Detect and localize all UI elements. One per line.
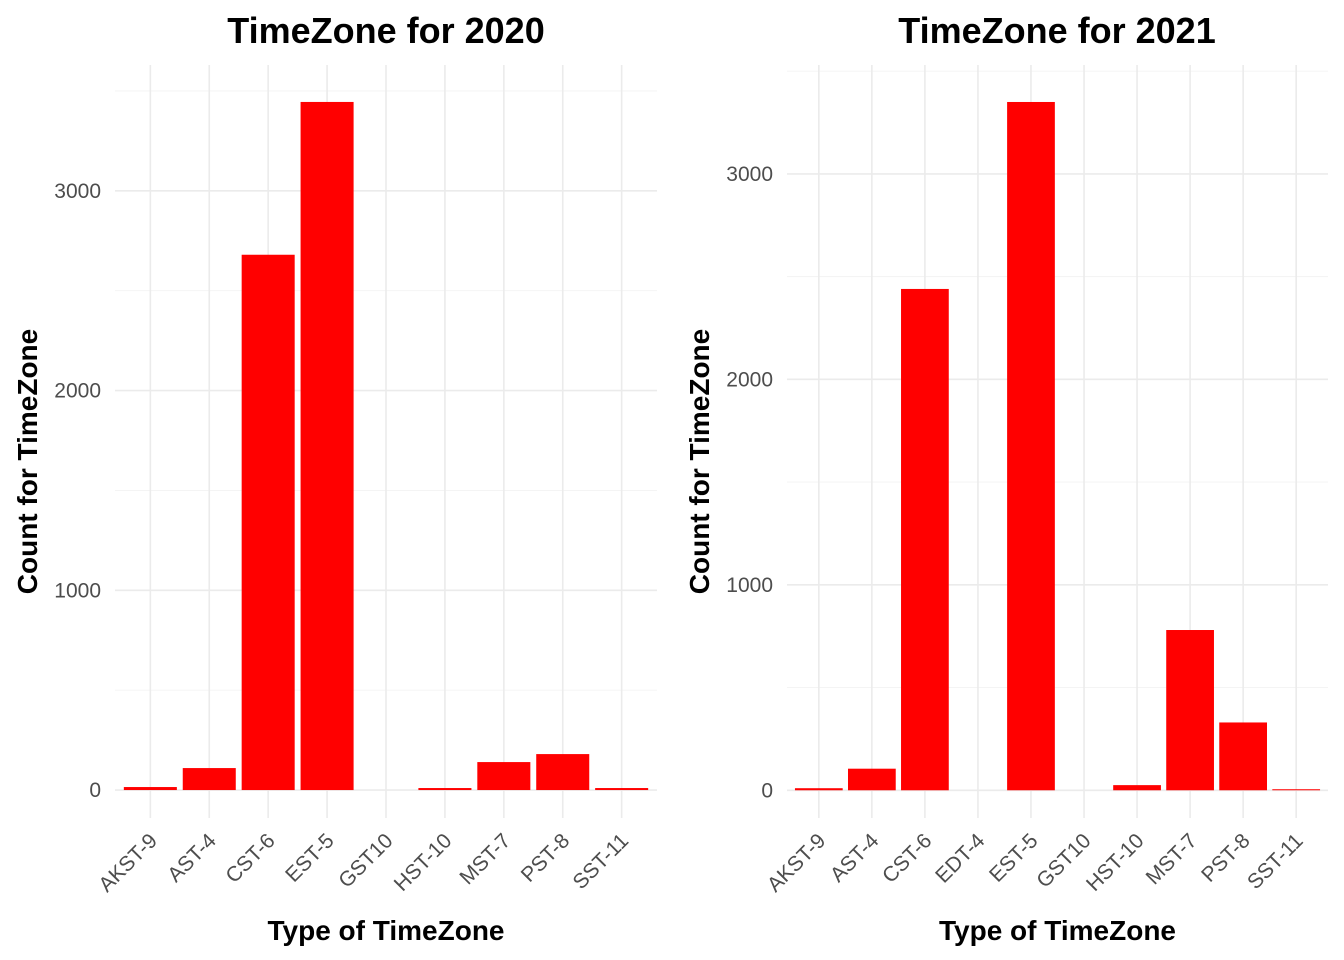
chart-title: TimeZone for 2021	[898, 10, 1215, 51]
y-tick-label: 1000	[726, 574, 773, 597]
bar-est-5	[1007, 101, 1055, 791]
x-tick-label: HST-10	[1082, 829, 1149, 896]
bar-hst-10	[418, 788, 472, 791]
chart-panel-2: 0100020003000AKST-9AST-4CST-6EDT-4EST-5G…	[684, 10, 1328, 946]
bar-akst-9	[123, 787, 177, 791]
x-tick-label: EDT-4	[931, 829, 990, 888]
bar-mst-7	[477, 762, 531, 791]
y-tick-label: 0	[89, 779, 101, 802]
x-axis-title: Type of TimeZone	[939, 915, 1176, 946]
chart-title: TimeZone for 2020	[227, 10, 544, 51]
y-tick-label: 3000	[726, 163, 773, 186]
bar-mst-7	[1166, 630, 1214, 791]
x-tick-label: AST-4	[163, 829, 221, 887]
y-axis-title: Count for TimeZone	[684, 329, 715, 594]
bar-pst-8	[1219, 722, 1268, 791]
bar-sst-11	[595, 788, 649, 791]
y-tick-label: 0	[761, 779, 773, 802]
bar-akst-9	[794, 788, 843, 791]
x-tick-label: AKST-9	[763, 829, 830, 896]
bar-cst-6	[241, 254, 295, 791]
bar-cst-6	[901, 288, 949, 791]
x-tick-label: CST-6	[221, 829, 279, 887]
bar-ast-4	[182, 768, 236, 791]
x-tick-label: HST-10	[390, 829, 457, 896]
x-tick-label: MST-7	[1142, 829, 1202, 889]
x-tick-label: AKST-9	[94, 829, 161, 896]
x-tick-label: AST-4	[826, 829, 884, 887]
bar-est-5	[300, 101, 354, 791]
x-tick-label: SST-11	[568, 829, 633, 894]
bar-hst-10	[1113, 785, 1161, 791]
x-axis-title: Type of TimeZone	[268, 915, 505, 946]
bar-ast-4	[847, 768, 896, 791]
bar-sst-11	[1272, 789, 1321, 791]
y-tick-label: 1000	[54, 579, 101, 602]
y-axis-title: Count for TimeZone	[12, 329, 43, 594]
x-tick-label: GST10	[334, 829, 397, 892]
x-tick-label: MST-7	[455, 829, 515, 889]
bar-pst-8	[536, 754, 590, 791]
x-tick-label: PST-8	[517, 829, 575, 887]
y-tick-label: 3000	[54, 180, 101, 203]
chart-panel-1: 0 1000 2000 3000 AKST-9 AST-4 CST-6 EST-5GST10H…	[12, 10, 657, 946]
y-tick-label: 2000	[726, 368, 773, 391]
y-tick-label: 2000	[54, 380, 101, 403]
x-tick-label: CST-6	[878, 829, 936, 887]
x-tick-label: EST-5	[281, 829, 339, 887]
x-tick-label: SST-11	[1243, 829, 1308, 894]
